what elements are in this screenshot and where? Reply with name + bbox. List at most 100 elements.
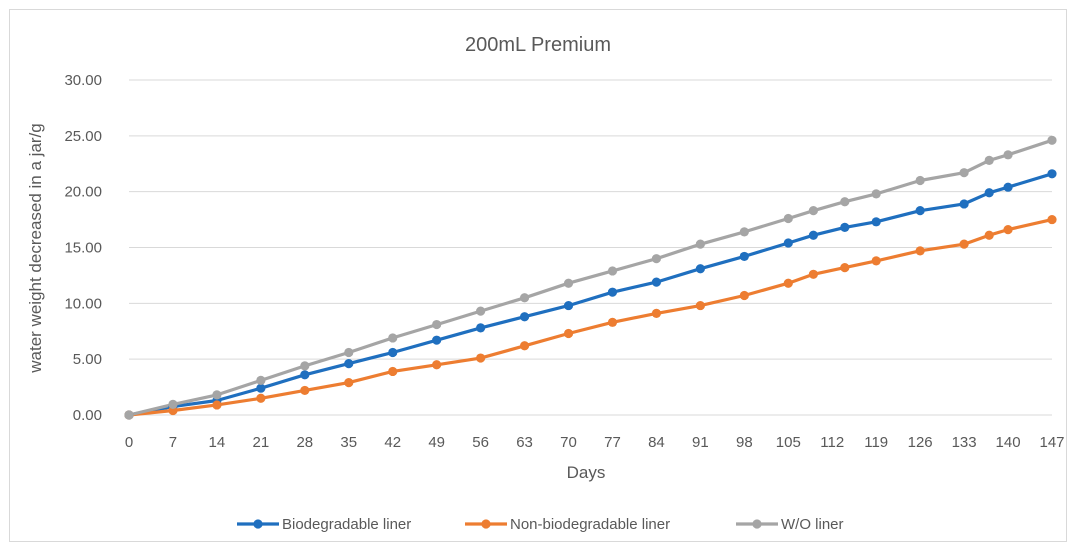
line-chart: 200mL Premium 0.00 5.00 10.00 15.00 20.00 25.…	[26, 34, 1065, 533]
x-tick-label: 77	[604, 434, 621, 451]
x-axis-ticks: 0 7 14 21 28 35 42 49 56 63 70 77 84 91 98 105 112 119 126…	[125, 434, 1065, 451]
y-tick-label: 10.00	[64, 295, 102, 312]
x-tick-label: 28	[296, 434, 313, 451]
data-point	[808, 230, 819, 240]
legend-label: W/O liner	[781, 516, 844, 533]
x-tick-label: 140	[996, 434, 1021, 451]
data-point	[300, 385, 310, 396]
data-point	[1003, 150, 1013, 160]
data-point	[871, 189, 881, 199]
data-point	[984, 230, 994, 240]
x-tick-label: 35	[340, 434, 357, 451]
data-point	[432, 319, 442, 330]
data-point	[871, 217, 881, 227]
data-point	[840, 222, 850, 232]
x-tick-label: 105	[776, 434, 801, 451]
data-point	[695, 264, 705, 274]
legend-swatch-marker	[752, 519, 762, 529]
y-axis-ticks: 0.00 5.00 10.00 15.00 20.00 25.00 30.00	[64, 72, 102, 424]
data-point	[607, 317, 618, 327]
x-tick-label: 42	[384, 434, 401, 451]
data-point	[739, 290, 749, 301]
x-tick-label: 126	[908, 434, 933, 451]
x-tick-label: 56	[472, 434, 489, 451]
data-point	[840, 263, 850, 273]
x-tick-label: 14	[209, 434, 226, 451]
data-point	[783, 238, 793, 248]
data-point	[563, 300, 574, 311]
data-point	[476, 353, 486, 363]
data-point	[168, 399, 178, 409]
data-point	[695, 239, 705, 249]
data-point	[871, 256, 881, 266]
data-point	[651, 308, 662, 318]
data-point	[256, 393, 266, 403]
chart-title: 200mL Premium	[465, 34, 611, 56]
series-line	[128, 138, 1053, 417]
legend-label: Biodegradable liner	[282, 516, 411, 533]
data-point	[212, 390, 222, 400]
data-point	[124, 410, 134, 420]
data-point	[388, 347, 398, 358]
data-point	[1047, 169, 1057, 179]
data-point	[256, 383, 266, 393]
data-point	[783, 278, 793, 288]
series-line	[128, 218, 1053, 417]
data-point	[1003, 182, 1013, 192]
legend: Biodegradable liner Non-biodegradable lin…	[237, 516, 844, 533]
data-point	[519, 341, 530, 351]
x-tick-label: 84	[648, 434, 665, 451]
data-point	[695, 300, 705, 311]
y-axis-label: water weight decreased in a jar/g	[26, 123, 45, 373]
data-point	[519, 293, 530, 303]
data-point	[959, 199, 969, 209]
x-tick-label: 147	[1039, 434, 1064, 451]
data-point	[476, 306, 486, 316]
data-point	[344, 378, 354, 388]
data-point	[808, 269, 819, 279]
data-point	[783, 213, 793, 224]
data-point	[915, 175, 925, 186]
data-point	[808, 206, 819, 216]
chart-frame: 200mL Premium 0.00 5.00 10.00 15.00 20.00 25.…	[9, 9, 1067, 542]
data-point	[959, 239, 969, 249]
x-tick-label: 112	[820, 434, 844, 451]
y-tick-label: 5.00	[73, 351, 102, 368]
x-axis-label: Days	[567, 463, 606, 482]
data-point	[739, 251, 749, 262]
x-tick-label: 119	[864, 434, 888, 451]
y-tick-label: 20.00	[64, 184, 102, 201]
data-point	[388, 366, 398, 377]
data-point	[984, 155, 994, 165]
data-point	[432, 335, 442, 345]
data-point	[1047, 135, 1057, 145]
data-point	[256, 375, 266, 385]
legend-swatch-marker	[253, 519, 263, 529]
data-point	[344, 359, 354, 369]
data-point	[739, 227, 749, 237]
series-line	[128, 172, 1053, 417]
legend-label: Non-biodegradable liner	[510, 516, 670, 533]
y-tick-label: 30.00	[64, 72, 102, 89]
y-tick-label: 15.00	[64, 240, 102, 257]
data-point	[984, 188, 994, 198]
x-tick-label: 21	[253, 434, 270, 451]
data-point	[476, 323, 486, 333]
data-point	[651, 277, 662, 287]
x-tick-label: 49	[428, 434, 445, 451]
data-point	[959, 168, 969, 178]
data-point	[432, 360, 442, 370]
data-point	[1047, 214, 1057, 225]
data-point	[519, 312, 530, 322]
legend-swatch-marker	[481, 519, 491, 529]
x-tick-label: 0	[125, 434, 133, 451]
data-point	[915, 206, 925, 216]
data-point	[212, 400, 222, 410]
y-tick-label: 25.00	[64, 128, 102, 145]
data-point	[915, 246, 925, 256]
data-point	[563, 328, 574, 339]
data-point	[344, 347, 354, 358]
data-point	[607, 266, 618, 276]
data-point	[300, 370, 310, 380]
series-lines	[124, 135, 1057, 420]
